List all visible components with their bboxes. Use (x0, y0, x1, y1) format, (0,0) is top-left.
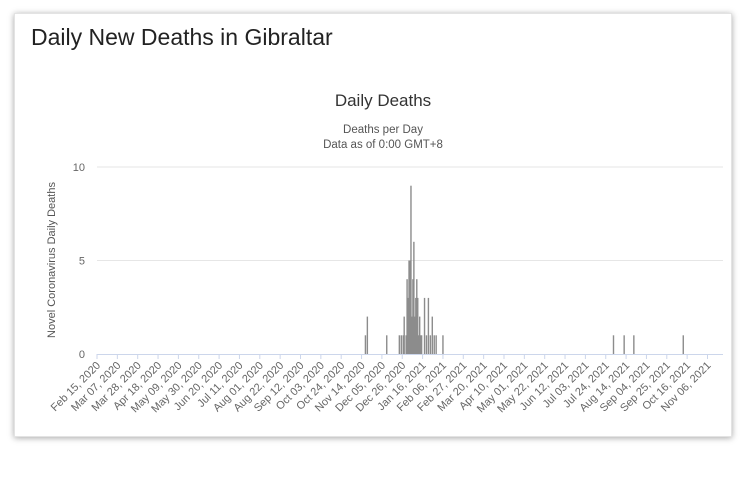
bar[interactable] (402, 335, 404, 354)
bar[interactable] (420, 335, 423, 354)
bar[interactable] (423, 297, 426, 354)
bar[interactable] (633, 335, 635, 354)
bar[interactable] (427, 297, 430, 354)
bar[interactable] (682, 335, 684, 354)
bar[interactable] (407, 297, 409, 354)
bar[interactable] (400, 335, 402, 354)
bar[interactable] (416, 279, 418, 354)
bar[interactable] (408, 260, 410, 355)
bar[interactable] (415, 297, 417, 354)
bar[interactable] (403, 316, 405, 354)
bars (364, 185, 684, 355)
bar[interactable] (431, 316, 433, 354)
grid-lines (97, 166, 723, 261)
bar[interactable] (414, 316, 416, 354)
bar[interactable] (405, 335, 407, 354)
bar[interactable] (429, 335, 432, 354)
card-title: Daily New Deaths in Gibraltar (31, 24, 333, 50)
bar[interactable] (410, 185, 412, 354)
chart-card: Daily New Deaths in Gibraltar Daily Deat… (14, 13, 732, 437)
chart-subtitle-line-2: Data as of 0:00 GMT+8 (323, 139, 443, 151)
bar[interactable] (412, 279, 414, 354)
daily-deaths-chart: Daily Deaths Deaths per Day Data as of 0… (46, 91, 723, 415)
chart-title: Daily Deaths (335, 91, 431, 110)
bar[interactable] (413, 241, 415, 354)
y-axis-ticks: 0 5 10 (73, 162, 85, 361)
bar[interactable] (435, 335, 437, 354)
bar[interactable] (418, 335, 420, 354)
bar[interactable] (366, 316, 369, 354)
y-tick-label: 0 (79, 349, 85, 361)
chart-subtitle-line-1: Deaths per Day (343, 124, 423, 136)
bar[interactable] (406, 279, 408, 354)
bar[interactable] (419, 335, 422, 354)
bar[interactable] (425, 335, 428, 354)
bar[interactable] (612, 335, 615, 354)
bar[interactable] (442, 335, 444, 354)
y-tick-label: 10 (73, 162, 85, 174)
bar[interactable] (433, 335, 435, 354)
bar[interactable] (418, 316, 421, 354)
y-axis-label: Novel Coronavirus Daily Deaths (46, 182, 58, 338)
bar[interactable] (386, 335, 388, 354)
y-tick-label: 5 (79, 256, 85, 268)
bar[interactable] (623, 335, 625, 354)
bar[interactable] (411, 316, 413, 354)
bar[interactable] (364, 335, 367, 354)
bar[interactable] (409, 260, 411, 355)
bar[interactable] (417, 297, 419, 354)
bar[interactable] (398, 335, 401, 354)
